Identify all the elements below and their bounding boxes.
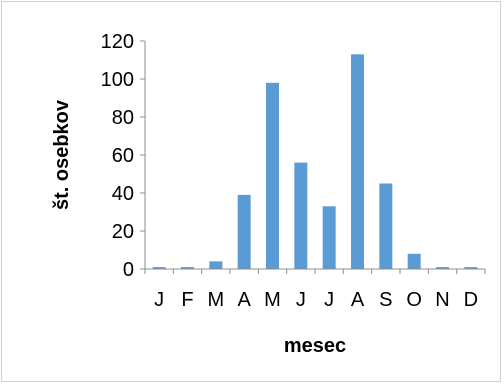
x-tick-label-9: O: [406, 289, 422, 311]
bar-1: [181, 267, 194, 269]
bar-9: [407, 253, 421, 269]
y-tick-label-1: 20: [112, 221, 134, 243]
bar-4: [266, 82, 279, 269]
bars-group: [152, 54, 478, 269]
x-tick-label-11: D: [464, 289, 478, 311]
x-tick-label-4: M: [264, 289, 281, 311]
y-tick-label-2: 40: [112, 183, 134, 205]
bar-6: [322, 206, 336, 269]
y-tick-label-6: 120: [101, 31, 134, 53]
y-tick-label-0: 0: [123, 259, 134, 281]
bar-0: [152, 267, 166, 269]
bar-8: [379, 183, 393, 269]
x-tick-label-1: F: [181, 289, 193, 311]
x-tick-label-0: J: [154, 289, 164, 311]
y-tick-label-4: 80: [112, 107, 134, 129]
x-tick-label-2: M: [207, 289, 224, 311]
x-tick-label-8: S: [379, 289, 392, 311]
bar-5: [294, 162, 308, 269]
x-tick-marks: [144, 269, 486, 274]
bar-3: [237, 194, 251, 269]
y-tick-label-3: 60: [112, 145, 134, 167]
x-tick-label-3: A: [237, 289, 251, 311]
bar-11: [464, 267, 478, 269]
x-tick-label-7: A: [351, 289, 365, 311]
y-axis-title: št. osebkov: [51, 99, 73, 210]
y-tick-marks: [140, 40, 145, 270]
y-tick-labels: 0 20 40 60 80 100 120: [101, 31, 134, 281]
x-axis-title: mesec: [284, 335, 346, 357]
x-tick-label-6: J: [324, 289, 334, 311]
x-tick-label-10: N: [435, 289, 449, 311]
bar-7: [351, 54, 364, 269]
bar-10: [436, 267, 449, 269]
bar-2: [209, 261, 223, 269]
x-tick-label-5: J: [296, 289, 306, 311]
y-tick-label-5: 100: [101, 69, 134, 91]
